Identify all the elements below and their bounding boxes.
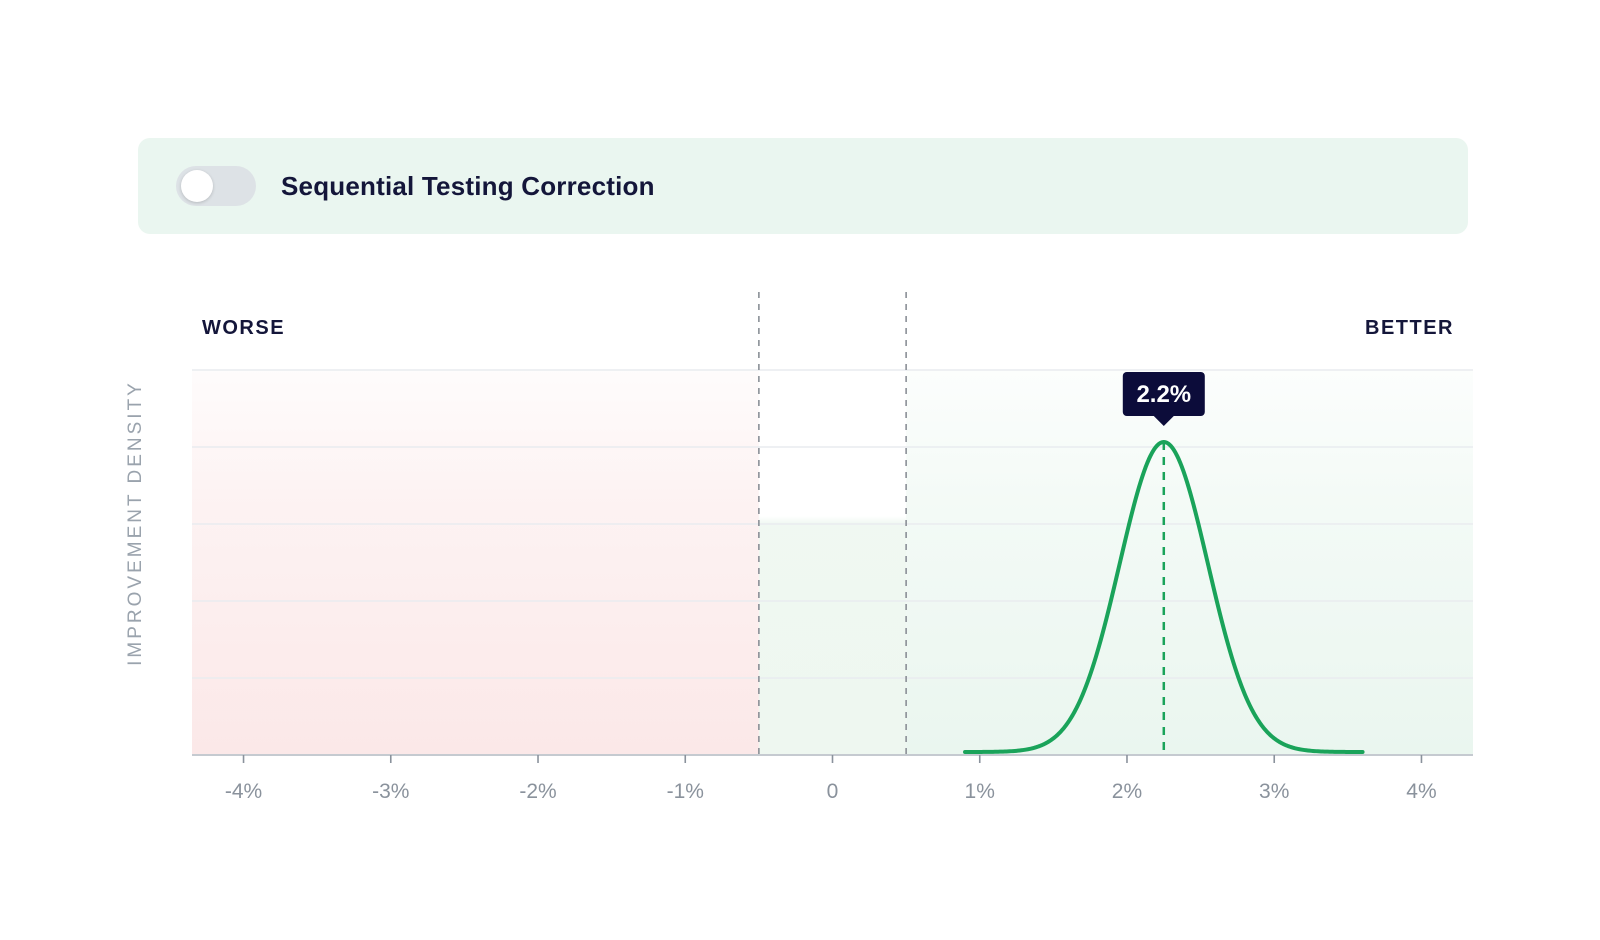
x-tick-label: -3% (372, 780, 409, 803)
x-tick-label: -1% (667, 780, 704, 803)
toggle-label: Sequential Testing Correction (281, 171, 655, 201)
x-tick-label: 1% (965, 780, 995, 803)
mean-tooltip-label: 2.2% (1136, 381, 1191, 408)
sequential-testing-panel: Sequential Testing Correction (138, 138, 1468, 234)
x-tick-label: 3% (1259, 780, 1289, 803)
x-tick-label: 4% (1406, 780, 1436, 803)
mean-tooltip-arrow (1153, 416, 1174, 426)
x-tick-label: -4% (225, 780, 262, 803)
worse-region (192, 370, 759, 755)
x-tick-label: -2% (519, 780, 556, 803)
x-tick-label: 2% (1112, 780, 1142, 803)
worse-label: WORSE (202, 317, 286, 339)
better-label: BETTER (1365, 317, 1454, 339)
rope-region (758, 370, 907, 755)
sequential-testing-toggle[interactable] (176, 166, 256, 206)
better-region (906, 370, 1473, 755)
mean-tooltip-box (1122, 372, 1205, 416)
x-tick-label: 0 (827, 780, 839, 803)
toggle-knob[interactable] (181, 170, 213, 202)
